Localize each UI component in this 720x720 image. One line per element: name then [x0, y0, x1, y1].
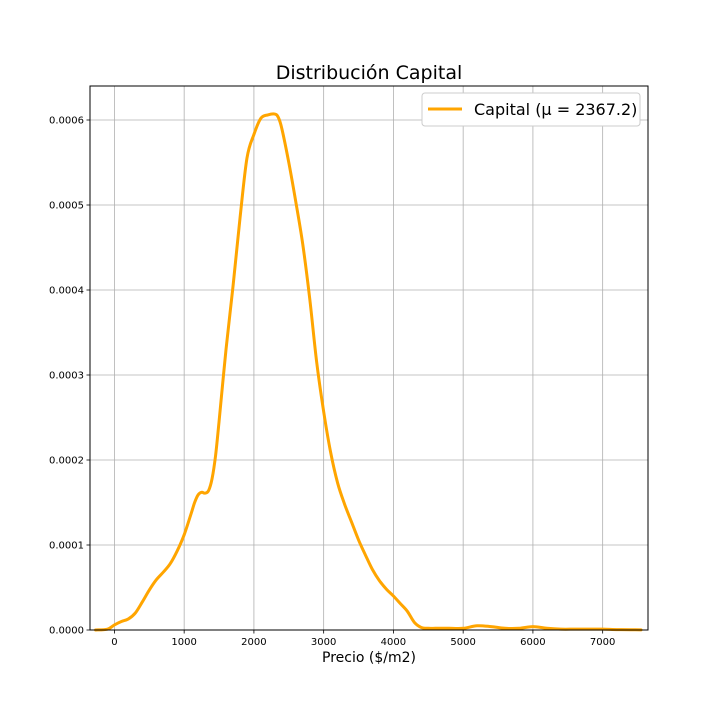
chart-title: Distribución Capital — [276, 62, 463, 84]
legend-label-capital: Capital (μ = 2367.2) — [474, 100, 637, 119]
y-tick-label: 0.0004 — [49, 286, 84, 297]
plot-area-frame — [89, 85, 649, 631]
y-tick-label: 0.0005 — [49, 201, 84, 212]
x-tick-label: 2000 — [241, 637, 266, 648]
y-tick-label: 0.0006 — [49, 116, 84, 127]
x-tick-label: 3000 — [311, 637, 336, 648]
y-tick-label: 0.0000 — [49, 626, 84, 637]
series-layer — [94, 112, 643, 632]
legend-box — [421, 92, 641, 127]
x-tick-label: 5000 — [450, 637, 475, 648]
x-tick-label: 1000 — [171, 637, 196, 648]
y-tick-label: 0.0001 — [49, 541, 84, 552]
x-tick-label: 6000 — [520, 637, 545, 648]
x-axis-ticks: 0 1000 2000 3000 4000 5000 6000 7000 — [111, 630, 615, 648]
legend: Capital (μ = 2367.2) — [421, 92, 641, 127]
density-line-capital — [94, 112, 643, 632]
x-tick-label: 7000 — [590, 637, 615, 648]
x-tick-label: 0 — [111, 637, 117, 648]
x-axis-label: Precio ($/m2) — [322, 650, 416, 666]
y-tick-label: 0.0003 — [49, 371, 84, 382]
y-tick-label: 0.0002 — [49, 456, 84, 467]
y-axis-ticks: 0.0000 0.0001 0.0002 0.0003 0.0004 0.0005 0.00… — [49, 116, 90, 637]
x-tick-label: 4000 — [381, 637, 406, 648]
